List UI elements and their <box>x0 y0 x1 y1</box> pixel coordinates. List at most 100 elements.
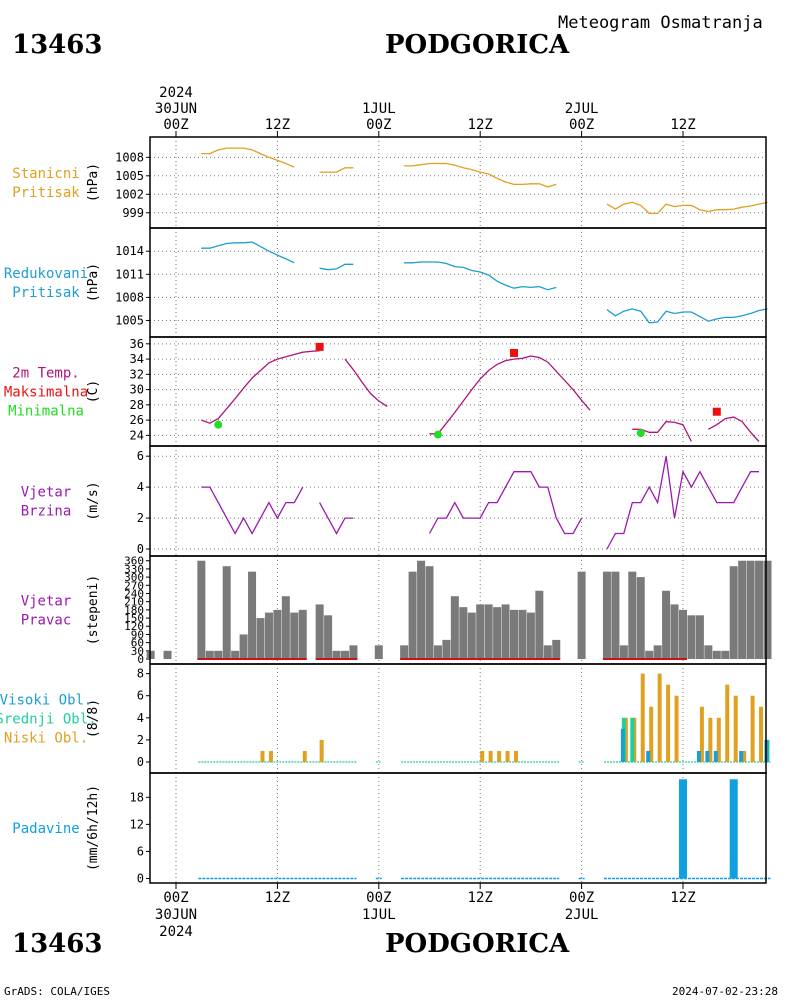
y-tick-label: 26 <box>130 413 144 427</box>
wind-direction-bar <box>450 596 459 659</box>
y-tick-label: 0 <box>137 542 144 556</box>
series-line <box>428 471 583 535</box>
y-tick-label: 28 <box>130 398 144 412</box>
panel-frame <box>149 136 767 229</box>
series-label: Padavine <box>12 821 79 837</box>
wind-direction-bar <box>349 645 358 659</box>
wind-direction-bar <box>332 650 341 659</box>
wind-direction-bar <box>763 560 772 659</box>
time-label-bottom: 1JUL <box>362 907 396 923</box>
y-tick-label: 1014 <box>115 244 144 258</box>
wind-direction-bar <box>746 560 755 659</box>
time-label-bottom: 12Z <box>265 890 290 906</box>
y-tick-label: 180 <box>124 604 144 617</box>
cloud-bar <box>497 750 502 762</box>
wind-direction-bar <box>518 609 527 659</box>
time-label-top: 1JUL <box>362 101 396 117</box>
wind-direction-bar <box>670 604 679 659</box>
wind-direction-bar <box>264 612 273 659</box>
wind-direction-bar <box>442 639 451 659</box>
timestamp: 2024-07-02-23:28 <box>672 985 778 998</box>
y-tick-label: 6 <box>137 844 144 858</box>
maximum-marker <box>510 348 518 357</box>
y-tick-label: 24 <box>130 428 144 442</box>
wind-direction-bar <box>738 560 747 659</box>
series-label: Redukovani <box>4 266 88 282</box>
wind-direction-bar <box>273 609 282 659</box>
time-label-top: 00Z <box>569 117 594 133</box>
y-tick-label: 30 <box>130 383 144 397</box>
series-label: Minimalna <box>8 404 84 420</box>
wind-direction-bar <box>290 612 299 659</box>
cloud-bar <box>319 739 324 762</box>
wind-direction-bar <box>628 571 637 659</box>
precip-bar <box>679 779 687 879</box>
footer-station-id: 13463 <box>12 929 103 959</box>
cloud-bar <box>742 750 747 762</box>
y-axis-label: (hPa) <box>86 263 101 302</box>
series-line <box>404 261 557 291</box>
station-name: PODGORICA <box>385 30 570 60</box>
wind-direction-bar <box>535 590 544 659</box>
panel-frame <box>149 336 767 447</box>
wind-direction-bar <box>636 577 645 659</box>
station-id: 13463 <box>12 30 103 60</box>
y-axis-label: (8/8) <box>86 699 101 738</box>
wind-direction-bar <box>374 645 383 659</box>
wind-direction-bar <box>197 560 206 659</box>
panel-clouds <box>146 663 771 774</box>
y-tick-label: 1002 <box>115 187 144 201</box>
time-label-bottom: 12Z <box>468 890 493 906</box>
time-label-top: 2024 <box>159 85 193 101</box>
wind-direction-bar <box>552 639 561 659</box>
series-label: Maksimalna <box>4 385 88 401</box>
series-line <box>429 355 591 435</box>
panel-precipitation <box>146 772 771 884</box>
cloud-bar <box>716 717 721 762</box>
y-tick-label: 2 <box>137 733 144 747</box>
y-tick-label: 36 <box>130 337 144 351</box>
wind-direction-bar <box>755 560 764 659</box>
y-tick-label: 1008 <box>115 290 144 304</box>
y-tick-label: 30 <box>131 645 144 658</box>
precip-bar <box>729 779 738 879</box>
wind-direction-bar <box>476 604 485 659</box>
wind-direction-bar <box>611 571 620 659</box>
time-label-top: 2JUL <box>565 101 599 117</box>
series-line <box>606 201 768 215</box>
minimum-marker <box>433 430 442 439</box>
cloud-bar <box>649 706 654 762</box>
series-label: Visoki Obl. <box>0 693 92 709</box>
wind-direction-bar <box>577 571 586 659</box>
cloud-bar <box>480 750 485 762</box>
wind-direction-bar <box>408 571 417 659</box>
panel-reduced_pressure <box>146 227 768 338</box>
y-tick-label: 0 <box>137 755 144 769</box>
wind-direction-bar <box>425 566 434 659</box>
series-label: Pritisak <box>12 185 80 201</box>
y-tick-label: 120 <box>124 620 144 633</box>
y-tick-label: 270 <box>124 579 144 592</box>
series-line <box>404 162 557 188</box>
cloud-bar <box>696 750 701 762</box>
cloud-bar <box>260 750 265 762</box>
credit: GrADS: COLA/IGES <box>4 985 110 998</box>
wind-direction-bar <box>459 607 468 659</box>
time-label-top: 12Z <box>468 117 493 133</box>
wind-direction-bar <box>704 645 713 659</box>
y-tick-label: 1005 <box>115 169 144 183</box>
y-tick-label: 300 <box>124 571 144 584</box>
y-tick-label: 1008 <box>115 150 144 164</box>
y-tick-label: 4 <box>137 480 144 494</box>
series-label: Niski Obl. <box>4 731 88 747</box>
wind-direction-bar <box>222 566 231 659</box>
cloud-bar <box>488 750 493 762</box>
series-label: Vjetar <box>21 594 72 610</box>
y-tick-label: 32 <box>130 367 144 381</box>
series-label: Pravac <box>21 613 72 629</box>
maximum-marker <box>712 407 721 416</box>
minimum-marker <box>214 420 223 429</box>
cloud-bar <box>733 695 738 762</box>
series-label: Brzina <box>21 504 72 520</box>
wind-direction-bar <box>163 650 172 659</box>
